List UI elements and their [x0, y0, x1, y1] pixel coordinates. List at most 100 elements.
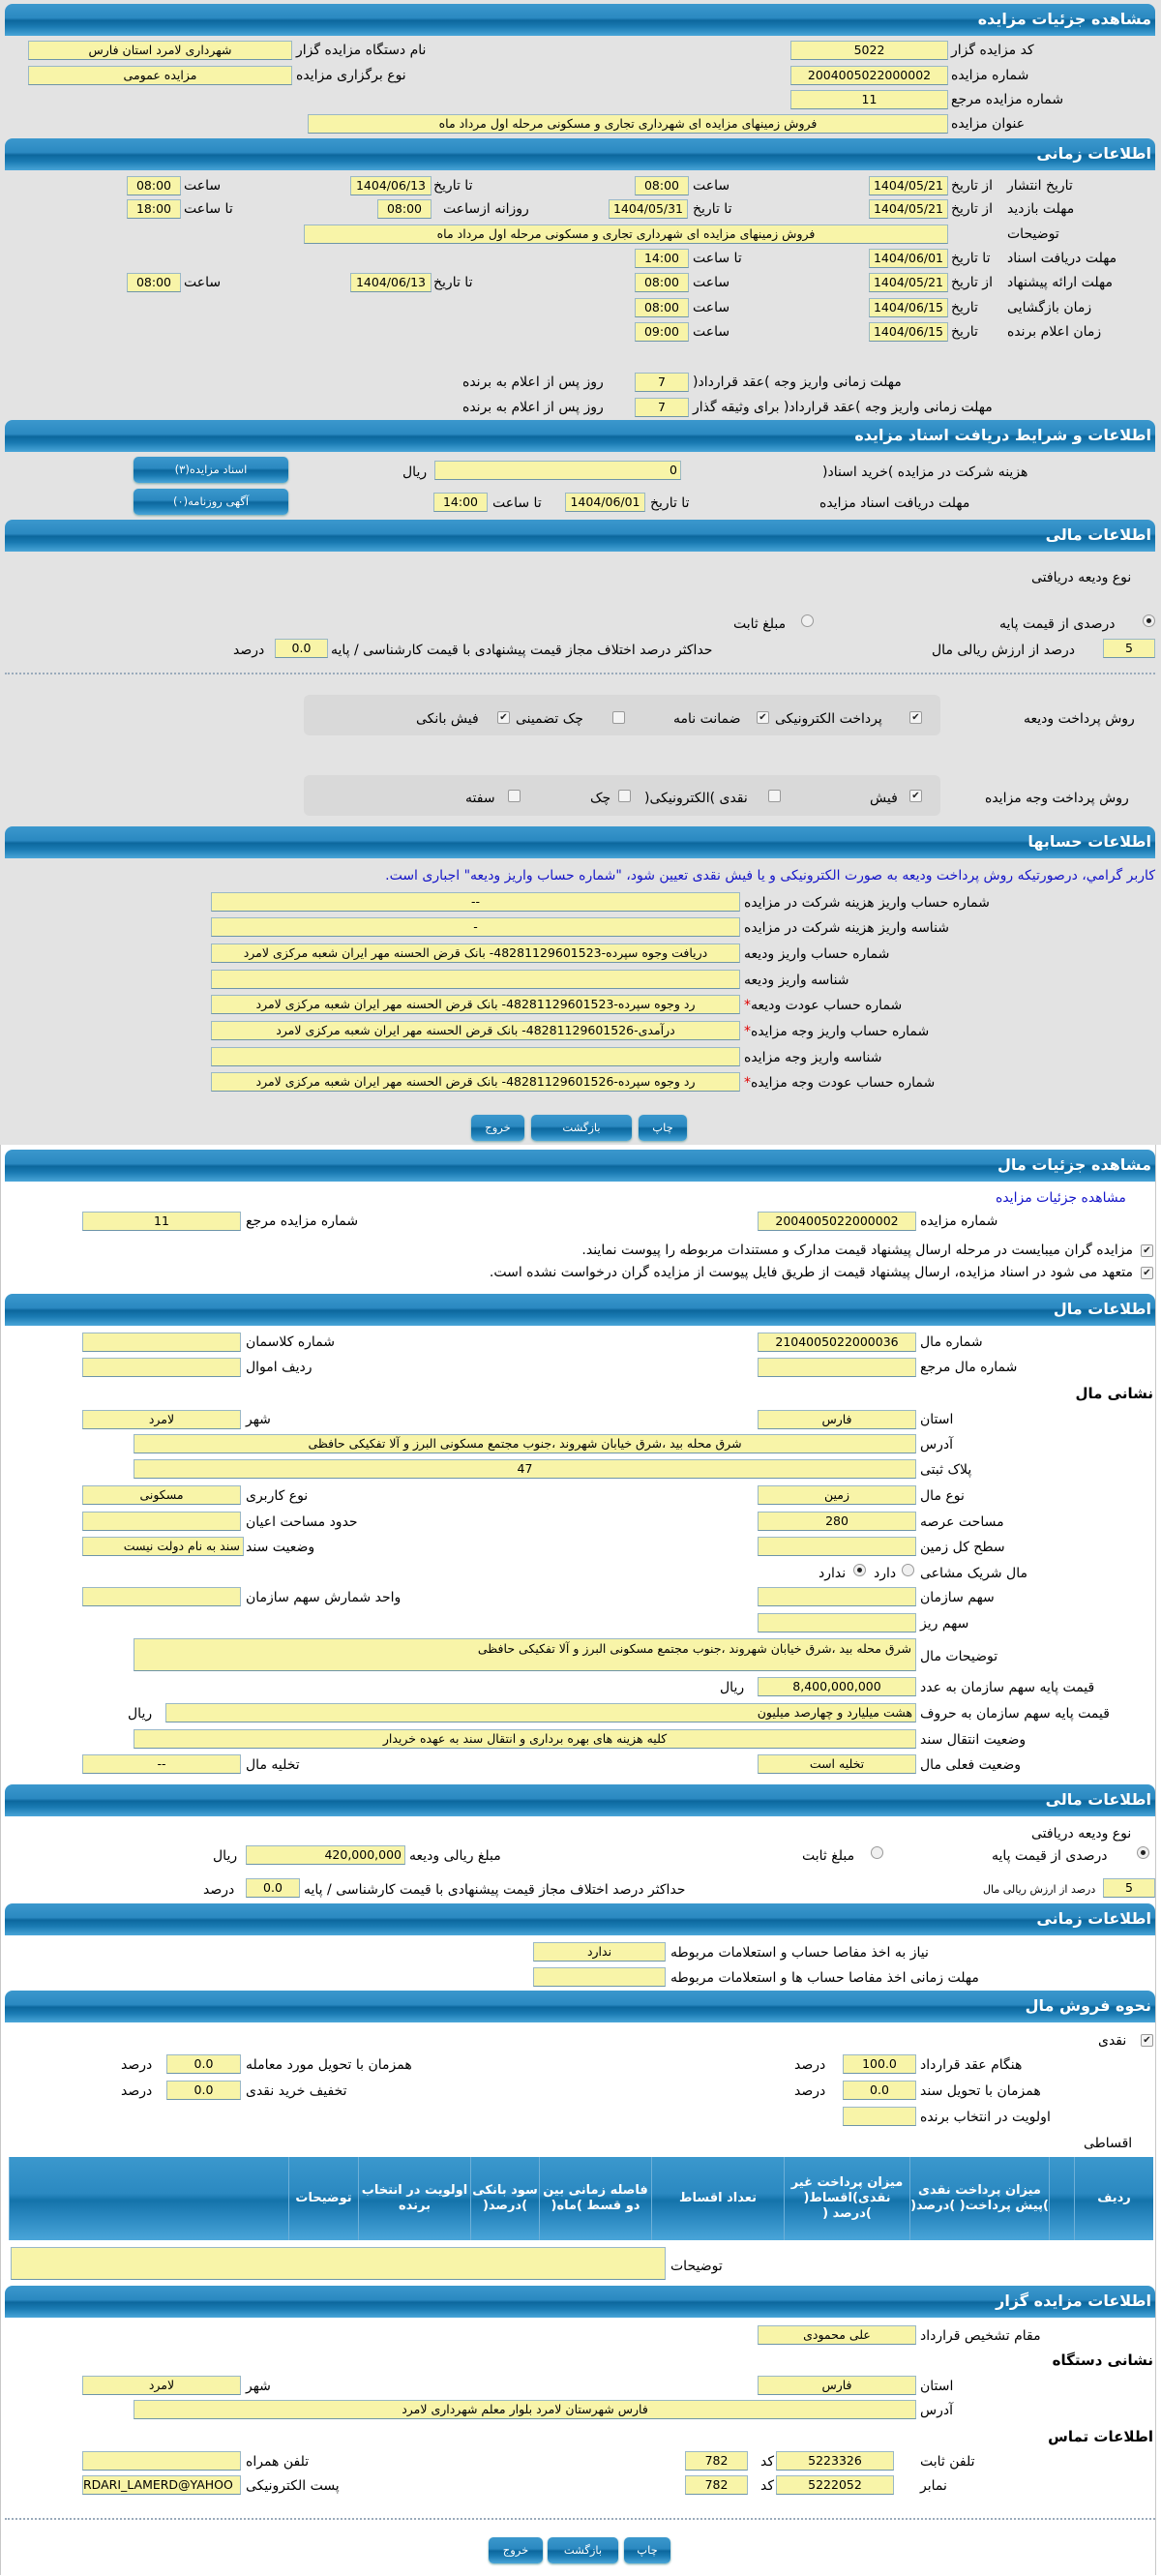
- offer-to-date[interactable]: 1404/06/13: [350, 273, 432, 292]
- deed-transfer-field[interactable]: کلیه هزینه های بهره برداری و انتقال سند …: [134, 1729, 916, 1749]
- shared-yes-radio[interactable]: [902, 1564, 914, 1576]
- deposit-method-checkbox[interactable]: ✔: [909, 711, 922, 724]
- deposit-method-checkbox[interactable]: ✔: [757, 711, 769, 724]
- visit-daily-to-time[interactable]: 18:00: [127, 199, 181, 219]
- shared-no-radio[interactable]: [853, 1564, 866, 1576]
- account-row-value[interactable]: دریافت وجوه سپرده-48281129601523- بانک ق…: [211, 944, 740, 963]
- deposit-percent-field[interactable]: 5: [1103, 639, 1155, 658]
- org-city-field[interactable]: لامرد: [82, 2376, 241, 2395]
- winner-time[interactable]: 09:00: [635, 322, 689, 342]
- payment-method-checkbox[interactable]: [768, 790, 781, 802]
- account-row-value[interactable]: درآمدی-48281129601526- بانک قرض الحسنه م…: [211, 1021, 740, 1040]
- account-row-value[interactable]: [211, 1047, 740, 1066]
- org-address-field[interactable]: فارس شهرستان لامرد بلوار معلم شهرداری لا…: [134, 2400, 916, 2419]
- plaque-field[interactable]: 47: [134, 1459, 916, 1479]
- fax-field[interactable]: 5222052: [776, 2475, 894, 2495]
- org-share-field[interactable]: [758, 1587, 916, 1606]
- visit-to-date[interactable]: 1404/05/31: [609, 199, 688, 219]
- payment-method-checkbox[interactable]: [618, 790, 631, 802]
- visit-daily-from-time[interactable]: 08:00: [377, 199, 432, 219]
- auctioneer-code-field[interactable]: 5022: [790, 41, 948, 60]
- classification-number-field[interactable]: [82, 1333, 241, 1352]
- fax-code-field[interactable]: 782: [685, 2475, 748, 2495]
- percent-of-base-radio[interactable]: [1143, 614, 1155, 627]
- opening-date[interactable]: 1404/06/15: [869, 298, 948, 317]
- asset-row-field[interactable]: [82, 1358, 241, 1377]
- back-button[interactable]: بازگشت: [531, 1115, 632, 1141]
- auction-number-field[interactable]: 2004005022000002: [790, 66, 948, 85]
- document-deadline-date[interactable]: 1404/06/01: [869, 249, 948, 268]
- current-status-field[interactable]: تخلیه است: [758, 1754, 916, 1774]
- phone-code-field[interactable]: 782: [685, 2451, 748, 2471]
- deed-delivery-percent-field[interactable]: 0.0: [843, 2081, 916, 2100]
- province-field[interactable]: فارس: [758, 1410, 916, 1429]
- phone-field[interactable]: 5223326: [776, 2451, 894, 2471]
- auction-subject-field[interactable]: فروش زمینهای مزایده ای شهرداری تجاری و م…: [308, 114, 948, 134]
- no-attachment-commitment-checkbox[interactable]: ✔: [1141, 1267, 1153, 1279]
- property-fixed-radio[interactable]: [871, 1846, 883, 1859]
- share-unit-field[interactable]: [82, 1587, 241, 1606]
- account-row-value[interactable]: رد وجوه سپرده-48281129601526- بانک قرض ا…: [211, 1072, 740, 1092]
- offer-to-time[interactable]: 08:00: [127, 273, 181, 292]
- documents-deadline-time[interactable]: 14:00: [433, 493, 488, 512]
- offer-from-time[interactable]: 08:00: [635, 273, 689, 292]
- timing-description-field[interactable]: فروش زمینهای مزایده ای شهرداری تجاری و م…: [304, 225, 948, 244]
- total-land-field[interactable]: [758, 1537, 916, 1556]
- payment-method-checkbox[interactable]: [508, 790, 521, 802]
- base-price-words-field[interactable]: هشت میلیارد و چهارصد میلیون: [165, 1703, 916, 1722]
- land-area-field[interactable]: 280: [758, 1512, 916, 1531]
- attachments-required-checkbox[interactable]: ✔: [1141, 1244, 1153, 1257]
- contract-authority-field[interactable]: علی محمودی: [758, 2325, 916, 2345]
- base-price-number-field[interactable]: 8,400,000,000: [758, 1677, 916, 1696]
- contract-percent-field[interactable]: 100.0: [843, 2054, 916, 2074]
- exit-button-bottom[interactable]: خروج: [489, 2537, 543, 2563]
- visit-from-date[interactable]: 1404/05/21: [869, 199, 948, 219]
- property-kind-field[interactable]: زمین: [758, 1485, 916, 1505]
- deposit-method-checkbox[interactable]: ✔: [497, 711, 510, 724]
- account-row-value[interactable]: -: [211, 917, 740, 937]
- clearance-deadline-field[interactable]: [533, 1967, 666, 1987]
- document-deadline-time[interactable]: 14:00: [635, 249, 689, 268]
- city-field[interactable]: لامرد: [82, 1410, 241, 1429]
- organization-name-field[interactable]: شهرداری لامرد استان فارس: [28, 41, 292, 60]
- building-area-field[interactable]: [82, 1512, 241, 1531]
- property-description-field[interactable]: شرق محله بید ،شرق خیابان شهروند ،جنوب مج…: [134, 1638, 916, 1671]
- address-field[interactable]: شرق محله بید ،شرق خیابان شهروند ،جنوب مج…: [134, 1434, 916, 1453]
- deposit-amount-field[interactable]: 420,000,000: [246, 1845, 405, 1865]
- auction-details-link[interactable]: مشاهده جزئیات مزایده: [996, 1190, 1126, 1206]
- item-delivery-percent-field[interactable]: 0.0: [166, 2054, 241, 2074]
- offer-from-date[interactable]: 1404/05/21: [869, 273, 948, 292]
- print-button[interactable]: چاپ: [639, 1115, 687, 1141]
- auction-documents-button[interactable]: اسناد مزایده(۳): [134, 457, 288, 483]
- clearance-needed-field[interactable]: ندارد: [533, 1942, 666, 1962]
- reference-number-field[interactable]: 11: [790, 90, 948, 109]
- usage-type-field[interactable]: مسکونی: [82, 1485, 241, 1505]
- publish-from-time[interactable]: 08:00: [635, 176, 689, 195]
- email-field[interactable]: RDARI_LAMERD@YAHOO: [82, 2475, 241, 2495]
- cash-checkbox[interactable]: ✔: [1141, 2034, 1153, 2047]
- account-row-value[interactable]: [211, 970, 740, 989]
- cash-discount-field[interactable]: 0.0: [166, 2081, 241, 2100]
- property-max-diff-field[interactable]: 0.0: [246, 1878, 300, 1898]
- guarantor-payment-deadline-days[interactable]: 7: [635, 398, 689, 417]
- exit-button[interactable]: خروج: [471, 1115, 524, 1141]
- winner-priority-field[interactable]: [843, 2107, 916, 2126]
- payment-deadline-days[interactable]: 7: [635, 373, 689, 392]
- property-auction-number[interactable]: 2004005022000002: [758, 1212, 916, 1231]
- deposit-method-checkbox[interactable]: [612, 711, 625, 724]
- winner-date[interactable]: 1404/06/15: [869, 322, 948, 342]
- publish-to-date[interactable]: 1404/06/13: [350, 176, 432, 195]
- deed-status-field[interactable]: سند به نام دولت نیست: [82, 1537, 244, 1556]
- print-button-bottom[interactable]: چاپ: [624, 2537, 670, 2563]
- property-number-field[interactable]: 2104005022000036: [758, 1333, 916, 1352]
- publish-to-time[interactable]: 08:00: [127, 176, 181, 195]
- max-difference-field[interactable]: 0.0: [275, 639, 328, 658]
- mobile-field[interactable]: [82, 2451, 241, 2471]
- publish-from-date[interactable]: 1404/05/21: [869, 176, 948, 195]
- sale-description-field[interactable]: [11, 2247, 666, 2280]
- property-deposit-percent-field[interactable]: 5: [1103, 1878, 1155, 1898]
- account-row-value[interactable]: --: [211, 892, 740, 912]
- opening-time[interactable]: 08:00: [635, 298, 689, 317]
- payment-method-checkbox[interactable]: ✔: [909, 790, 922, 802]
- auction-type-field[interactable]: مزایده عمومی: [28, 66, 292, 85]
